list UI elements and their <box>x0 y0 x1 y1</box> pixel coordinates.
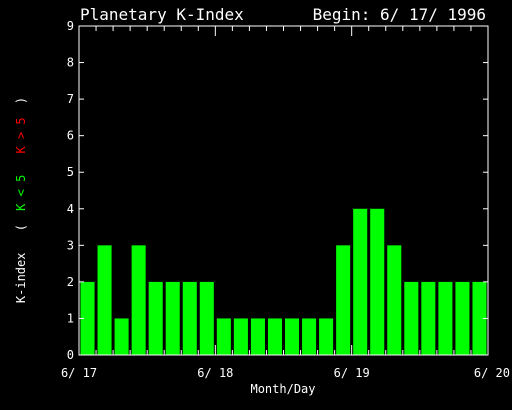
y-tick-label-6: 6 <box>67 129 74 143</box>
y-axis-label: K-index ( K < 5 K > 5 ) <box>14 97 28 303</box>
bar-20 <box>421 281 436 355</box>
y-tick-label-0: 0 <box>67 348 74 362</box>
x-tick-label-3: 6/ 20 <box>474 366 510 380</box>
chart-title: Planetary K-Index <box>80 5 244 24</box>
y-label-k-index: K-index <box>14 253 28 304</box>
bar-19 <box>404 281 419 355</box>
bar-15 <box>336 245 351 355</box>
bar-7 <box>199 281 214 355</box>
x-tick-label-0: 6/ 17 <box>61 366 97 380</box>
chart-begin-date: Begin: 6/ 17/ 1996 <box>313 5 486 24</box>
bar-18 <box>387 245 402 355</box>
y-label-k-lt-5: K < 5 <box>14 175 28 211</box>
y-label-open-paren: ( <box>14 224 28 231</box>
bar-3 <box>131 245 146 355</box>
x-tick-label-2: 6/ 19 <box>334 366 370 380</box>
bar-16 <box>353 208 368 355</box>
y-tick-label-5: 5 <box>67 165 74 179</box>
x-axis-label: Month/Day <box>250 382 315 396</box>
y-label-k-gt-5: K > 5 <box>14 117 28 153</box>
y-label-close-paren: ) <box>14 97 28 104</box>
bar-8 <box>216 318 231 355</box>
y-tick-label-9: 9 <box>67 19 74 33</box>
y-tick-label-3: 3 <box>67 238 74 252</box>
bar-6 <box>182 281 197 355</box>
bar-13 <box>302 318 317 355</box>
y-tick-label-8: 8 <box>67 56 74 70</box>
bar-4 <box>148 281 163 355</box>
y-axis-ticks: 0 1 2 3 4 5 6 7 8 9 <box>67 19 488 362</box>
x-tick-label-1: 6/ 18 <box>197 366 233 380</box>
bar-0 <box>80 281 95 355</box>
bar-10 <box>250 318 265 355</box>
bar-17 <box>370 208 385 355</box>
bar-5 <box>165 281 180 355</box>
y-tick-label-4: 4 <box>67 202 74 216</box>
bar-9 <box>233 318 248 355</box>
bar-2 <box>114 318 129 355</box>
y-tick-label-1: 1 <box>67 311 74 325</box>
bar-14 <box>319 318 334 355</box>
bar-12 <box>285 318 300 355</box>
bar-11 <box>267 318 282 355</box>
y-tick-label-2: 2 <box>67 275 74 289</box>
x-axis-ticks: 6/ 17 6/ 18 6/ 19 6/ 20 <box>61 26 510 380</box>
bar-21 <box>438 281 453 355</box>
bar-1 <box>97 245 112 355</box>
plot-frame <box>78 25 489 356</box>
bar-series <box>80 208 487 355</box>
bar-22 <box>455 281 470 355</box>
bar-23 <box>472 281 487 355</box>
y-tick-label-7: 7 <box>67 92 74 106</box>
